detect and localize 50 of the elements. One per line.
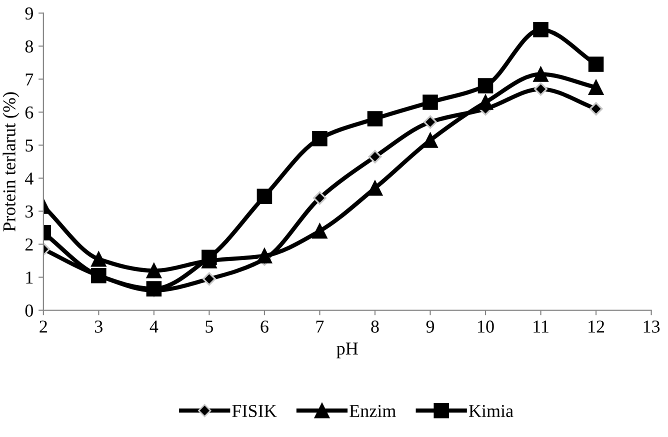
point <box>533 66 548 82</box>
point <box>589 102 603 116</box>
x-tick-label: 10 <box>478 320 494 333</box>
legend-label: FISIK <box>232 404 277 418</box>
y-axis-title: Protein terlarut (%) <box>2 92 20 232</box>
point <box>533 22 548 38</box>
point <box>312 223 328 239</box>
point <box>588 56 604 72</box>
point <box>478 78 494 94</box>
point <box>534 82 548 96</box>
point <box>202 272 216 286</box>
y-tick-label: 3 <box>26 206 33 218</box>
x-tick-label: 8 <box>371 320 379 333</box>
x-axis-title: pH <box>336 342 358 358</box>
y-tick-label: 6 <box>25 106 34 119</box>
point <box>367 180 383 196</box>
y-tick-label: 8 <box>25 40 34 53</box>
x-tick-label: 12 <box>588 320 604 333</box>
x-tick-label: 11 <box>534 320 548 333</box>
point <box>256 248 272 264</box>
y-tick-label: 7 <box>26 74 34 86</box>
point <box>146 263 162 278</box>
point <box>588 80 604 96</box>
y-tick-label: 2 <box>25 238 33 250</box>
point <box>422 94 438 110</box>
point <box>312 130 328 146</box>
legend-label: Enzim <box>350 404 396 417</box>
point <box>368 150 382 164</box>
point <box>367 111 383 126</box>
y-tick-label: 1 <box>26 272 33 284</box>
x-tick-label: 3 <box>95 320 102 333</box>
y-tick-label: 9 <box>25 7 33 20</box>
x-tick-label: 9 <box>426 320 434 333</box>
y-tick-label: 4 <box>25 172 34 184</box>
y-tick-label: 5 <box>26 140 33 152</box>
point <box>422 132 438 148</box>
x-tick-label: 2 <box>40 320 47 333</box>
x-tick-label: 4 <box>150 320 158 333</box>
point <box>256 188 272 204</box>
x-tick-label: 13 <box>644 320 660 333</box>
point <box>202 250 217 266</box>
point <box>313 191 326 205</box>
y-tick-label: 0 <box>25 304 34 317</box>
point <box>424 115 437 129</box>
x-tick-label: 5 <box>206 320 214 333</box>
x-tick-label: 6 <box>260 320 268 333</box>
legend-label: Kimia <box>468 404 514 418</box>
point <box>91 251 106 267</box>
point <box>478 94 494 110</box>
x-tick-label: 7 <box>316 320 324 333</box>
